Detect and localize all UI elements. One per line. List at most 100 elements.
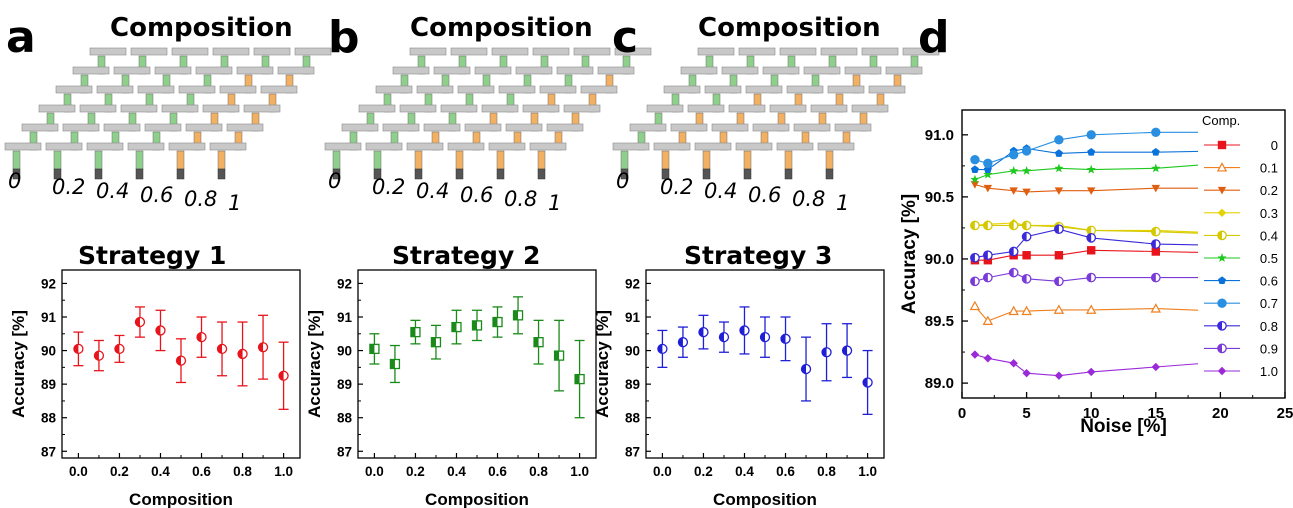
- composition-label: 0.2: [52, 175, 85, 199]
- data-point: [410, 326, 421, 338]
- y-tick-label: 90.5: [925, 189, 954, 206]
- data-point: [983, 169, 993, 179]
- top-electrode: [844, 66, 882, 75]
- data-point: [970, 276, 980, 287]
- top-electrode: [612, 142, 650, 151]
- strategy-title-b: Strategy 2: [392, 241, 540, 270]
- data-point: [1087, 148, 1096, 156]
- x-tick-label: 0.8: [233, 464, 252, 479]
- data-point: [800, 363, 812, 375]
- x-tick-label: 0.8: [529, 464, 548, 479]
- y-tick-label: 91: [41, 310, 57, 325]
- accuracy-chart-strategy-3: 87 88 89 90 91 92 0.0 0.2 0.4 0.6 0.8 1.0 Compositio…: [593, 269, 885, 508]
- y-tick-label: 89.0: [925, 375, 954, 392]
- memristor-pillar: [217, 150, 226, 170]
- data-point: [983, 184, 993, 193]
- top-electrode: [178, 85, 216, 94]
- bottom-electrode: [661, 168, 670, 180]
- top-electrode: [738, 47, 776, 56]
- data-point: [1008, 267, 1019, 278]
- bottom-electrode: [135, 168, 144, 180]
- top-electrode: [399, 104, 437, 113]
- top-electrode: [687, 104, 725, 113]
- top-electrode: [96, 85, 134, 94]
- top-electrode: [803, 66, 841, 75]
- series-0.8: [970, 224, 1226, 263]
- series-0.4: [970, 220, 1226, 239]
- bottom-electrode: [496, 168, 505, 180]
- memristor-pillar: [414, 150, 423, 170]
- top-electrode: [294, 47, 332, 56]
- legend-label: 0.8: [1260, 319, 1278, 334]
- x-tick-label: 0.2: [110, 464, 129, 479]
- top-electrode: [697, 47, 735, 56]
- legend-label: 1.0: [1260, 364, 1278, 379]
- legend-label: 0.5: [1260, 251, 1278, 266]
- top-electrode: [38, 104, 76, 113]
- plot-frame: [645, 269, 885, 459]
- data-point: [1150, 272, 1161, 283]
- data-point: [1150, 226, 1161, 237]
- top-electrode: [680, 66, 718, 75]
- data-point: [1022, 368, 1031, 378]
- legend-marker: [1217, 253, 1227, 262]
- composition-label: 0: [328, 169, 341, 193]
- panel-d: d 89.0 89.5 90.0 90.5 91.0 0 5 10 15 20 25 Noise [%…: [899, 12, 1293, 437]
- data-point: [780, 333, 791, 344]
- top-electrode: [834, 123, 872, 132]
- data-point: [533, 337, 544, 348]
- panel-letter-b: b: [328, 12, 360, 63]
- data-point: [73, 343, 84, 355]
- composition-label: 0.4: [416, 179, 449, 203]
- x-tick-label: 1.0: [570, 464, 589, 479]
- top-electrode: [885, 66, 923, 75]
- panel-b: b Composition 0 0.2 0.4 0.6 0.8 1 Strategy 2 …: [305, 12, 652, 508]
- top-electrode: [515, 66, 553, 75]
- data-point: [1086, 130, 1096, 140]
- top-electrode: [670, 123, 708, 132]
- top-electrode: [711, 123, 749, 132]
- top-electrode: [522, 104, 560, 113]
- top-electrode: [324, 142, 362, 151]
- top-electrode: [629, 123, 667, 132]
- legend-label: 0.7: [1260, 296, 1278, 311]
- top-electrode: [728, 104, 766, 113]
- legend-entry: 0.5: [1204, 251, 1278, 266]
- y-tick-label: 88: [625, 411, 641, 426]
- top-electrode: [392, 66, 430, 75]
- series-0.7: [970, 127, 1226, 169]
- composition-label: 0.4: [704, 179, 737, 203]
- data-point: [739, 325, 750, 336]
- composition-label: 0.6: [460, 183, 493, 207]
- legend-marker: [1217, 140, 1227, 150]
- memristor-pillar: [94, 150, 103, 170]
- top-electrode: [810, 104, 848, 113]
- series-line: [974, 354, 1221, 377]
- memristor-pillar: [135, 150, 144, 170]
- data-point: [1021, 220, 1032, 231]
- legend-entry: 0.7: [1204, 296, 1278, 311]
- data-point: [970, 252, 980, 263]
- top-electrode: [4, 142, 42, 151]
- top-electrode: [375, 85, 413, 94]
- data-point: [970, 181, 980, 189]
- top-electrode: [694, 142, 732, 151]
- data-point: [1008, 220, 1019, 231]
- strategy-title-a: Strategy 1: [78, 241, 226, 270]
- data-point: [216, 343, 228, 355]
- top-electrode: [277, 66, 315, 75]
- data-point: [970, 174, 980, 184]
- y-tick-label: 92: [625, 276, 640, 291]
- x-tick-label: 0.6: [776, 464, 795, 479]
- top-electrode: [498, 85, 536, 94]
- data-point: [982, 250, 993, 261]
- x-tick-label: 0.4: [735, 464, 754, 479]
- legend-marker: [1217, 186, 1227, 195]
- legend-entry: 1.0: [1204, 364, 1278, 379]
- data-point: [1008, 246, 1019, 257]
- data-point: [1021, 231, 1032, 242]
- legend-label: 0.1: [1260, 161, 1278, 176]
- top-electrode: [447, 142, 485, 151]
- data-point: [1054, 224, 1064, 235]
- legend-label: 0.2: [1260, 183, 1278, 198]
